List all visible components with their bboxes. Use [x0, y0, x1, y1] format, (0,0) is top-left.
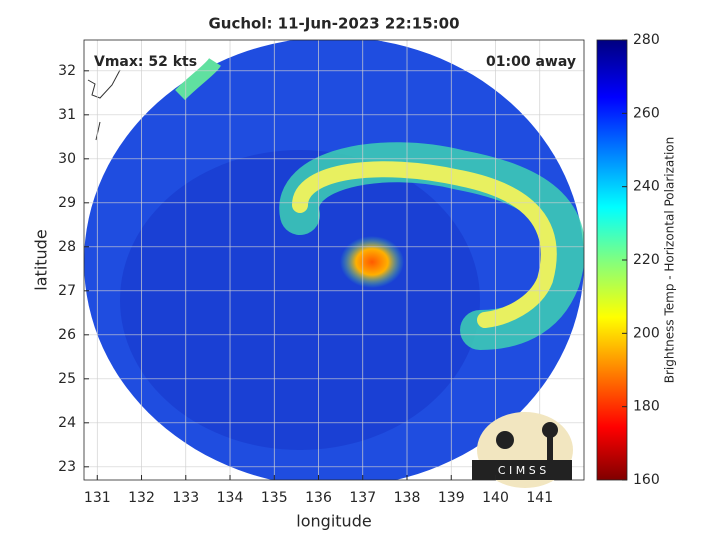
x-tick-label: 140	[482, 490, 509, 506]
colorbar-label: Brightness Temp - Horizontal Polarizatio…	[663, 137, 677, 384]
y-tick-label: 29	[58, 195, 76, 211]
y-tick-label: 32	[58, 63, 76, 79]
satellite-image	[84, 40, 584, 480]
colorbar-tick-label: 240	[633, 179, 660, 195]
x-tick-label: 133	[172, 490, 199, 506]
y-tick-label: 28	[58, 239, 76, 255]
x-tick-label: 138	[394, 490, 421, 506]
y-tick-label: 27	[58, 283, 76, 299]
x-tick-label: 131	[84, 490, 111, 506]
x-tick-label: 141	[526, 490, 553, 506]
colorbar-tick-label: 220	[633, 252, 660, 268]
y-tick-label: 30	[58, 151, 76, 167]
y-tick-label: 23	[58, 459, 76, 475]
annotation: 01:00 away	[486, 54, 576, 70]
x-axis-label: longitude	[296, 512, 371, 531]
chart-title: Guchol: 11-Jun-2023 22:15:00	[208, 15, 459, 33]
logo-text: C I M S S	[498, 464, 546, 477]
grid	[84, 40, 584, 480]
y-tick-label: 31	[58, 107, 76, 123]
colorbar-tick-label: 260	[633, 105, 660, 121]
x-tick-label: 132	[128, 490, 155, 506]
colorbar-tick-label: 280	[633, 32, 660, 48]
x-tick-label: 136	[305, 490, 332, 506]
axes-frame	[83, 39, 585, 481]
x-tick-label: 139	[438, 490, 465, 506]
eyewall	[340, 236, 404, 288]
colorbar-tick-label: 160	[633, 472, 660, 488]
y-tick-label: 26	[58, 327, 76, 343]
x-tick-label: 135	[261, 490, 288, 506]
y-tick-label: 24	[58, 415, 76, 431]
swath-shade	[120, 150, 480, 450]
x-tick-label: 134	[217, 490, 244, 506]
y-tick-label: 25	[58, 371, 76, 387]
colorbar-tick-label: 180	[633, 399, 660, 415]
annotation: Vmax: 52 kts	[94, 54, 197, 70]
coastline	[87, 69, 121, 141]
colorbar-tick-label: 200	[633, 325, 660, 341]
y-axis-label: latitude	[32, 229, 51, 290]
x-tick-label: 137	[349, 490, 376, 506]
cimss-logo: C I M S S	[472, 412, 573, 488]
rainband	[292, 161, 557, 328]
cloud-patch	[175, 57, 221, 100]
